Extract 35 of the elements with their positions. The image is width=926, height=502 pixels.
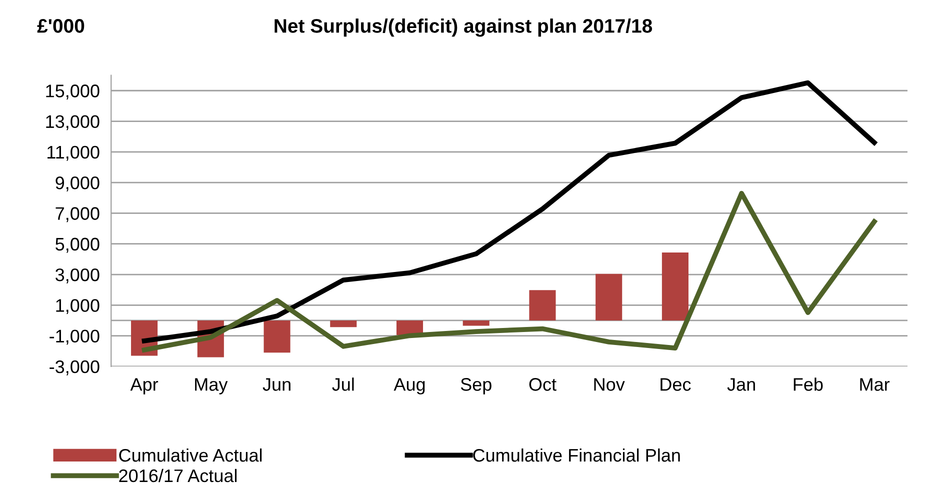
x-tick-label: Nov <box>594 378 625 391</box>
x-tick-label: May <box>195 378 228 394</box>
x-tick-label: Dec <box>660 378 691 391</box>
legend-label: Cumulative Actual <box>119 448 262 462</box>
y-tick-label: -1,000 <box>50 330 100 345</box>
x-tick-label: Apr <box>130 378 158 394</box>
y-tick-label: 13,000 <box>46 115 100 130</box>
y-tick-label: 3,000 <box>56 268 100 284</box>
x-tick-label: Feb <box>794 378 823 391</box>
legend-label: 2016/17 Actual <box>119 468 237 482</box>
bar <box>330 320 357 328</box>
y-tick-label: 15,000 <box>46 84 100 100</box>
bar <box>529 290 556 320</box>
y-tick-label: 7,000 <box>56 207 100 222</box>
x-tick-label: Aug <box>394 378 425 394</box>
bar <box>264 320 290 353</box>
y-tick-label: -3,000 <box>50 360 100 376</box>
x-tick-label: Sep <box>460 378 492 394</box>
bar <box>596 274 622 320</box>
x-tick-label: Jan <box>727 378 755 391</box>
line-series <box>142 80 877 344</box>
x-tick-label: Jul <box>332 378 354 391</box>
y-tick-label: 11,000 <box>48 146 100 161</box>
bar <box>662 252 688 320</box>
y-tick-label: 9,000 <box>56 176 100 192</box>
y-tick-label: 1,000 <box>56 299 100 314</box>
line-series <box>142 190 877 352</box>
chart-title: Net Surplus/(deficit) against plan 2017/18 <box>274 18 652 37</box>
x-tick-label: Oct <box>529 378 556 391</box>
y-tick-label: 5,000 <box>56 238 100 253</box>
bar <box>462 320 490 326</box>
x-tick-label: Mar <box>860 378 890 391</box>
y-axis-title: £'000 <box>37 19 84 33</box>
x-tick-label: Jun <box>262 378 290 391</box>
legend-label: Cumulative Financial Plan <box>473 448 680 462</box>
